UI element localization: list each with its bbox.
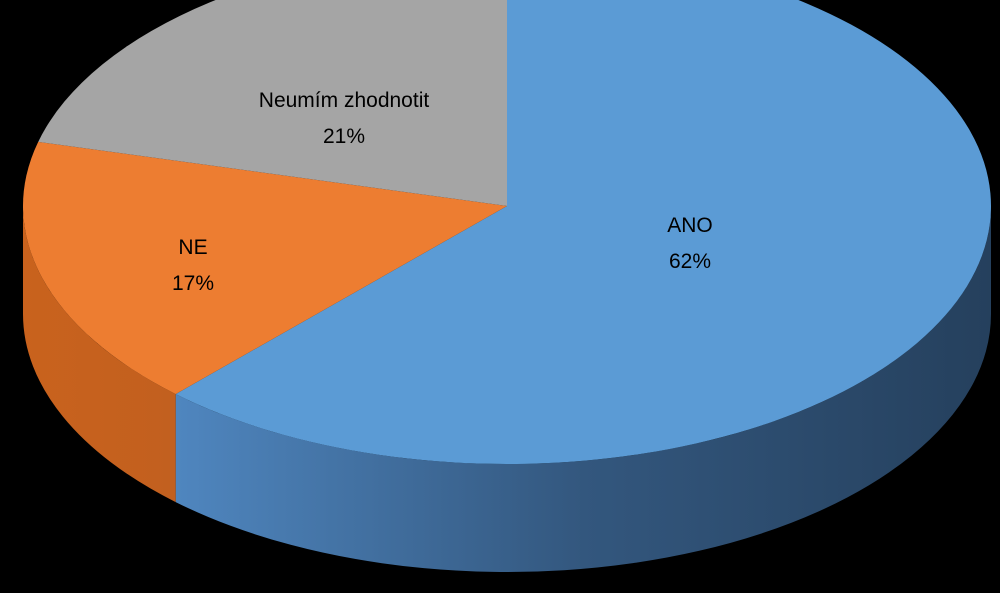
pie-labels: ANO 62% NE 17% Neumím zhodnotit 21% xyxy=(172,89,713,295)
pie-sides xyxy=(22,206,991,572)
pie-side-ne xyxy=(22,206,176,503)
pie-top-faces xyxy=(23,0,991,464)
slice-label-ne: NE xyxy=(178,236,207,259)
pie-slice-neumim-zhodnotit xyxy=(38,0,507,206)
pie-slice-ne xyxy=(23,141,508,395)
slice-percent-neumim-zhodnotit: 21% xyxy=(323,125,365,148)
pie-slice-ano xyxy=(175,0,991,464)
slice-label-ano: ANO xyxy=(667,214,713,237)
slice-percent-ano: 62% xyxy=(669,250,711,273)
slice-label-neumim-zhodnotit: Neumím zhodnotit xyxy=(259,89,430,112)
slice-percent-ne: 17% xyxy=(172,272,214,295)
pie-side-ano xyxy=(175,206,991,572)
